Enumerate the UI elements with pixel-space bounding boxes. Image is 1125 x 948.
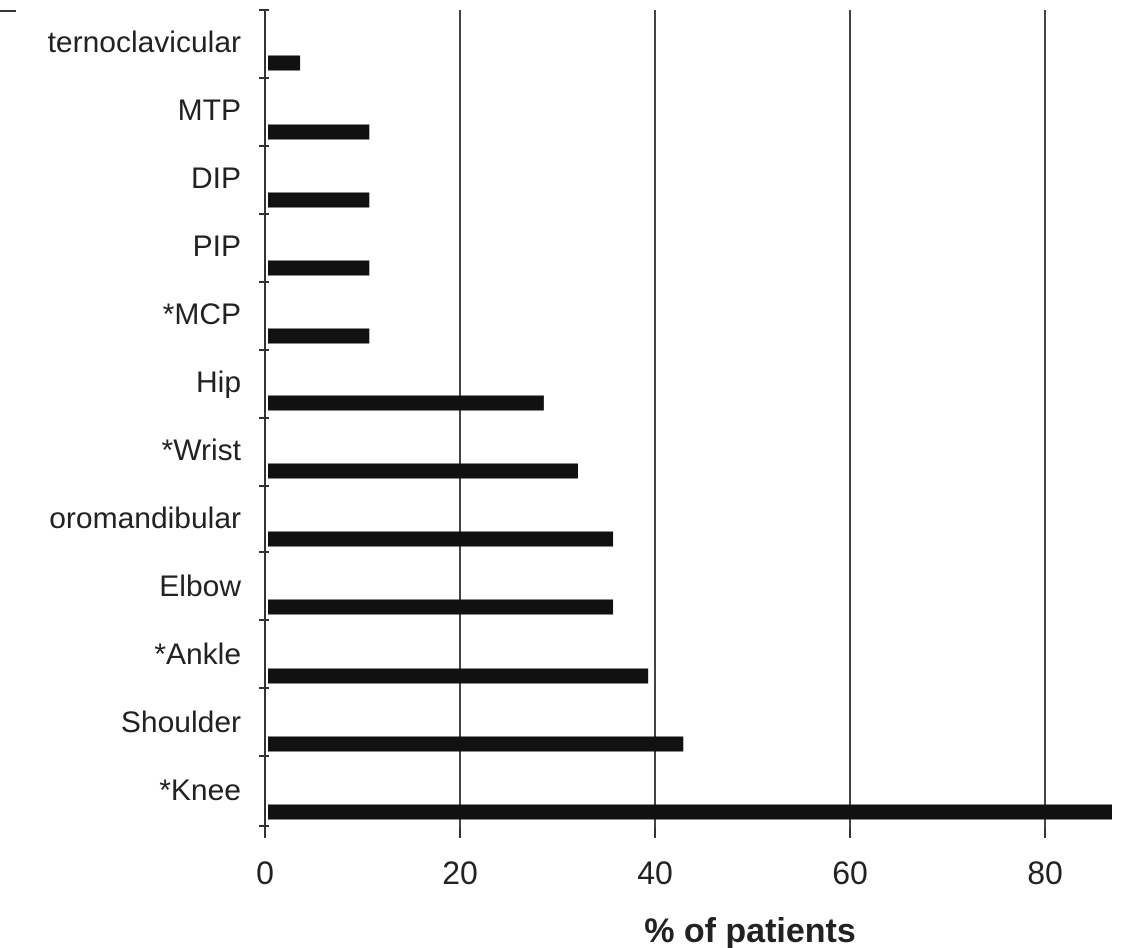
bar-elbow [268,599,614,615]
category-label: *Ankle [154,638,241,671]
x-tick-label-20: 20 [442,855,478,891]
bar-dip [268,192,370,208]
bar-wrist [268,463,578,479]
category-label: *Knee [159,774,241,807]
x-tick-label-60: 60 [832,855,868,891]
category-label: PIP [193,230,241,263]
category-label: Hip [196,366,241,399]
category-label: Shoulder [121,706,241,739]
axes [259,9,1046,838]
category-label: oromandibular [49,502,241,535]
grid-lines [459,10,1046,828]
bar-mtp [268,124,370,140]
category-label: Elbow [159,570,241,603]
x-axis-title: % of patients [644,912,856,948]
x-tick-label-0: 0 [256,855,274,891]
bar-temporomandibular [268,531,614,547]
x-tick-label-80: 80 [1027,855,1063,891]
bar-knee [268,804,1112,820]
category-label: DIP [191,162,241,195]
bar-hip [268,395,544,411]
bar-sternoclavicular [268,55,301,71]
bar-pip [268,260,370,276]
category-label: *MCP [163,298,241,331]
bar-ankle [268,668,649,684]
category-label: *Wrist [162,434,242,467]
x-tick-label-40: 40 [637,855,673,891]
x-tick-labels: 0 20 40 60 80 [256,855,1063,891]
category-labels: ternoclavicular MTP DIP PIP *MCP Hip *Wrist oro… [48,26,242,807]
category-label: ternoclavicular [48,26,241,59]
bar-shoulder [268,736,684,752]
bar-mcp [268,328,370,344]
category-label: MTP [178,94,241,127]
bars [268,55,1112,820]
